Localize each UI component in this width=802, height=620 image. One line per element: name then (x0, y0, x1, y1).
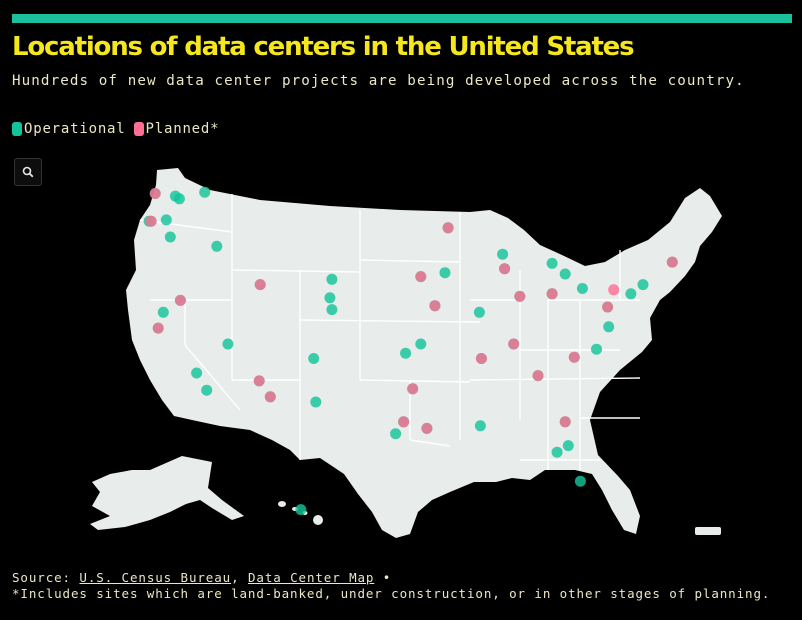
source-bullet: • (382, 570, 392, 585)
operational-marker[interactable] (211, 240, 223, 252)
search-icon (22, 166, 34, 178)
planned-marker[interactable] (442, 222, 454, 234)
operational-marker[interactable] (169, 190, 181, 202)
planned-swatch (133, 122, 144, 136)
operational-marker[interactable] (576, 283, 588, 294)
operational-marker[interactable] (199, 186, 211, 198)
operational-marker[interactable] (201, 384, 213, 396)
footer: Source: U.S. Census Bureau, Data Center … (12, 570, 792, 602)
operational-marker[interactable] (559, 268, 571, 280)
planned-marker[interactable] (145, 215, 157, 227)
operational-marker[interactable] (222, 338, 234, 350)
accent-bar (12, 14, 792, 23)
puerto-rico-shape (695, 527, 721, 535)
planned-marker[interactable] (429, 300, 441, 312)
zoom-button[interactable] (14, 158, 42, 186)
planned-marker[interactable] (475, 353, 487, 364)
planned-marker[interactable] (398, 416, 410, 428)
operational-marker[interactable] (164, 231, 176, 243)
operational-marker[interactable] (160, 214, 172, 226)
census-link[interactable]: U.S. Census Bureau (79, 570, 232, 585)
us-map[interactable] (0, 150, 802, 555)
planned-marker[interactable] (568, 351, 580, 363)
legend-planned-label: Planned* (145, 121, 220, 137)
source-separator: , (231, 570, 240, 585)
alaska-shape (90, 456, 244, 530)
footnote: *Includes sites which are land-banked, u… (12, 586, 771, 601)
operational-marker[interactable] (497, 248, 509, 260)
operational-marker[interactable] (324, 292, 336, 304)
operational-marker[interactable] (310, 396, 322, 408)
operational-marker[interactable] (591, 343, 602, 355)
datacentermap-link[interactable]: Data Center Map (247, 570, 375, 585)
operational-marker[interactable] (625, 288, 637, 300)
operational-marker[interactable] (473, 306, 485, 318)
planned-marker[interactable] (508, 338, 520, 350)
operational-marker[interactable] (603, 321, 615, 333)
page-title: Locations of data centers in the United … (12, 32, 635, 62)
planned-marker[interactable] (152, 322, 164, 334)
planned-marker[interactable] (253, 375, 265, 387)
page-subtitle: Hundreds of new data center projects are… (12, 73, 745, 89)
planned-marker[interactable] (407, 383, 419, 395)
legend: Operational Planned* (12, 121, 227, 137)
operational-marker[interactable] (390, 428, 402, 440)
planned-marker[interactable] (602, 301, 614, 313)
operational-marker[interactable] (474, 420, 486, 432)
operational-marker[interactable] (415, 338, 427, 350)
operational-marker[interactable] (574, 475, 586, 487)
legend-planned: Planned* (133, 121, 220, 137)
legend-operational: Operational (12, 121, 126, 137)
contiguous-us-shape (126, 168, 722, 538)
planned-marker[interactable] (546, 288, 558, 300)
operational-marker[interactable] (546, 257, 558, 269)
operational-marker[interactable] (295, 504, 307, 516)
planned-marker[interactable] (514, 290, 526, 302)
operational-marker[interactable] (326, 273, 338, 285)
legend-operational-label: Operational (24, 121, 126, 137)
planned-marker[interactable] (559, 416, 571, 428)
planned-marker[interactable] (264, 391, 276, 403)
planned-marker[interactable] (608, 284, 620, 296)
planned-marker[interactable] (532, 370, 544, 382)
operational-marker[interactable] (562, 440, 574, 452)
planned-marker[interactable] (149, 188, 161, 199)
operational-marker[interactable] (551, 446, 563, 458)
planned-marker[interactable] (421, 422, 433, 434)
planned-marker[interactable] (499, 263, 511, 275)
planned-marker[interactable] (174, 294, 186, 306)
site-markers (143, 186, 678, 516)
source-prefix: Source: (12, 570, 71, 585)
planned-marker[interactable] (666, 256, 678, 268)
operational-marker[interactable] (191, 367, 203, 379)
operational-marker[interactable] (326, 304, 338, 316)
planned-marker[interactable] (415, 271, 427, 283)
operational-marker[interactable] (157, 306, 169, 318)
planned-marker[interactable] (254, 279, 266, 291)
operational-marker[interactable] (637, 279, 649, 291)
source-line: Source: U.S. Census Bureau, Data Center … (12, 570, 792, 586)
operational-swatch (12, 122, 22, 136)
operational-marker[interactable] (308, 353, 320, 364)
operational-marker[interactable] (400, 347, 412, 359)
operational-marker[interactable] (439, 267, 451, 279)
